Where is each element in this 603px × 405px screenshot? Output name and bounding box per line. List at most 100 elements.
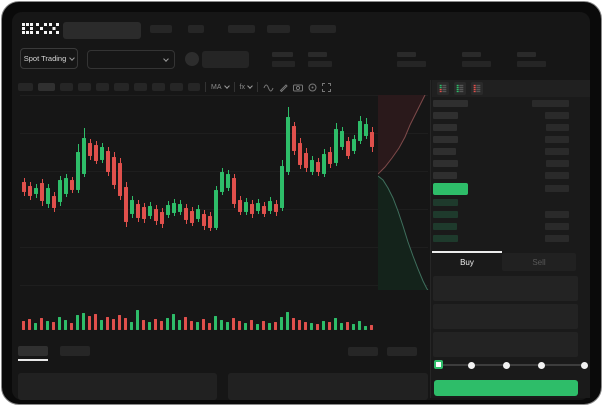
slider-dot[interactable] bbox=[581, 362, 588, 369]
divider bbox=[256, 82, 258, 92]
slider-dot[interactable] bbox=[503, 362, 510, 369]
bid-row-price[interactable] bbox=[433, 223, 457, 230]
sell-tab-label: Sell bbox=[532, 257, 546, 267]
interval-pills bbox=[18, 83, 200, 91]
stat-value-placeholder bbox=[517, 61, 546, 67]
stat-value-placeholder bbox=[308, 61, 332, 67]
gridline bbox=[20, 209, 428, 210]
market-type-label: Spot Trading bbox=[23, 54, 67, 63]
order-book-header-right bbox=[532, 100, 569, 107]
toolbar-pill[interactable] bbox=[134, 83, 147, 91]
ask-row-amount bbox=[545, 148, 569, 155]
gridline bbox=[20, 285, 428, 286]
stat-label-placeholder bbox=[308, 52, 327, 57]
ask-row-amount bbox=[545, 112, 569, 119]
toolbar-pill[interactable] bbox=[18, 83, 33, 91]
bid-row-amount bbox=[545, 235, 569, 242]
price-input[interactable] bbox=[433, 276, 578, 301]
settings-circle-icon[interactable] bbox=[308, 83, 317, 92]
pair-name-placeholder[interactable] bbox=[202, 51, 249, 68]
pair-icon[interactable] bbox=[185, 52, 199, 66]
chevron-down-icon bbox=[223, 83, 230, 89]
chevron-down-icon bbox=[247, 83, 253, 89]
stat-label-placeholder bbox=[397, 52, 416, 57]
order-book-combined-icon[interactable] bbox=[437, 82, 449, 95]
pair-dropdown[interactable] bbox=[87, 50, 175, 69]
ticker-stat bbox=[462, 52, 492, 67]
bottom-tab-underline bbox=[18, 359, 48, 361]
nav-item[interactable] bbox=[188, 25, 204, 33]
wave-icon[interactable] bbox=[263, 83, 274, 92]
ask-row-amount bbox=[545, 172, 569, 179]
bottom-tab[interactable] bbox=[60, 346, 90, 356]
ask-row-amount bbox=[545, 136, 569, 143]
chart-style-selector[interactable]: fx bbox=[239, 83, 253, 91]
nav-item[interactable] bbox=[310, 25, 336, 33]
ticker-stat bbox=[308, 52, 338, 67]
depth-chart bbox=[378, 95, 429, 290]
search-input[interactable] bbox=[63, 22, 141, 39]
toolbar-pill[interactable] bbox=[152, 83, 165, 91]
toolbar-pill[interactable] bbox=[114, 83, 129, 91]
market-type-selector[interactable]: Spot Trading bbox=[20, 48, 78, 69]
last-price-amount bbox=[545, 185, 569, 192]
okx-logo[interactable] bbox=[22, 23, 59, 35]
tab-sell[interactable]: Sell bbox=[502, 253, 576, 271]
pencil-icon[interactable] bbox=[279, 83, 288, 92]
toolbar-pill[interactable] bbox=[38, 83, 55, 91]
bottom-tab-active[interactable] bbox=[18, 346, 48, 356]
bottom-toolbar-pill[interactable] bbox=[348, 347, 378, 356]
toolbar-pill[interactable] bbox=[78, 83, 91, 91]
amount-input[interactable] bbox=[433, 304, 578, 329]
slider-dot[interactable] bbox=[468, 362, 475, 369]
toolbar-pill[interactable] bbox=[96, 83, 109, 91]
tab-buy[interactable]: Buy bbox=[432, 253, 502, 271]
slider-dot[interactable] bbox=[538, 362, 545, 369]
total-input[interactable] bbox=[433, 332, 578, 357]
divider bbox=[205, 82, 206, 92]
bottom-panel-right[interactable] bbox=[228, 373, 428, 400]
ask-row-price[interactable] bbox=[433, 160, 458, 167]
slider-handle[interactable] bbox=[434, 360, 443, 369]
gridline bbox=[20, 133, 428, 134]
stat-label-placeholder bbox=[272, 52, 293, 57]
stat-value-placeholder bbox=[462, 61, 491, 67]
toolbar-pill[interactable] bbox=[60, 83, 73, 91]
ask-row-price[interactable] bbox=[433, 124, 457, 131]
ask-row-price[interactable] bbox=[433, 112, 458, 119]
stat-label-placeholder bbox=[517, 52, 536, 57]
order-book-asks-icon[interactable] bbox=[471, 82, 483, 95]
chart-style-label: fx bbox=[239, 83, 245, 91]
chart-toolbar: MA fx bbox=[18, 81, 348, 93]
order-book-header-left bbox=[433, 100, 468, 107]
buy-submit-button[interactable] bbox=[434, 380, 578, 396]
depth-bids-line bbox=[378, 175, 429, 290]
nav-item[interactable] bbox=[150, 25, 172, 33]
buy-tab-label: Buy bbox=[460, 257, 474, 267]
ask-row-amount bbox=[546, 124, 569, 131]
ask-row-price[interactable] bbox=[433, 148, 456, 155]
ask-row-price[interactable] bbox=[433, 172, 457, 179]
ticker-stat bbox=[272, 52, 302, 67]
gridline bbox=[20, 171, 428, 172]
toolbar-pill[interactable] bbox=[170, 83, 183, 91]
bid-row-price[interactable] bbox=[433, 235, 458, 242]
indicator-selector[interactable]: MA bbox=[211, 83, 230, 91]
ticker-stat bbox=[397, 52, 427, 67]
bid-row-price[interactable] bbox=[433, 199, 458, 206]
order-book-toolbar bbox=[432, 80, 590, 97]
toolbar-pill[interactable] bbox=[188, 83, 200, 91]
fullscreen-icon[interactable] bbox=[321, 82, 331, 92]
chevron-down-icon bbox=[163, 55, 169, 62]
ask-row-price[interactable] bbox=[433, 136, 458, 143]
amount-slider-track[interactable] bbox=[436, 364, 586, 366]
bottom-panel-left[interactable] bbox=[18, 373, 217, 400]
camera-icon[interactable] bbox=[292, 83, 303, 92]
nav-item[interactable] bbox=[267, 25, 290, 33]
nav-item[interactable] bbox=[228, 25, 255, 33]
bottom-toolbar-pill[interactable] bbox=[387, 347, 417, 356]
bid-row-price[interactable] bbox=[433, 211, 458, 218]
order-book-bids-icon[interactable] bbox=[454, 82, 466, 95]
last-price-bar[interactable] bbox=[433, 183, 468, 195]
depth-bids-area bbox=[378, 176, 428, 290]
